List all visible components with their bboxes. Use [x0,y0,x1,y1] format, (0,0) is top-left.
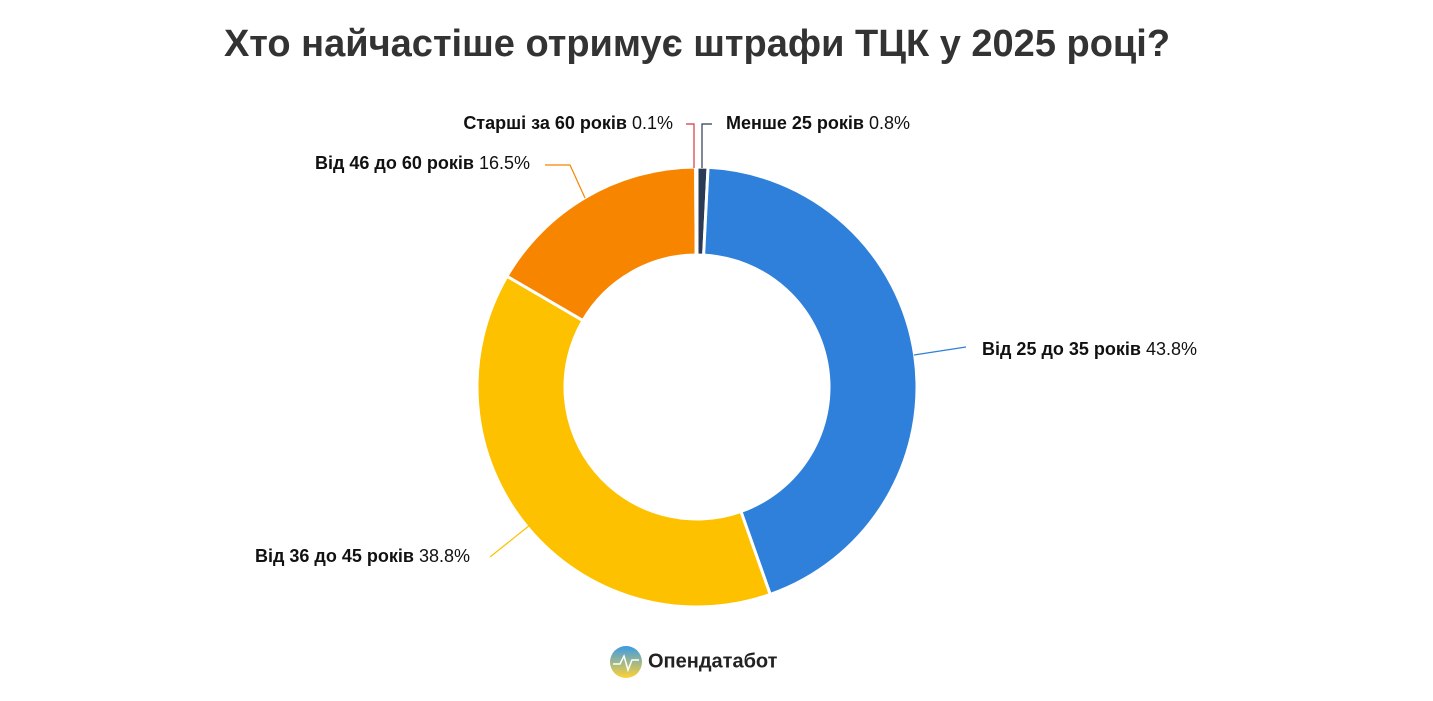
data-label: Старші за 60 років 0.1% [463,113,673,133]
leader-line [545,164,586,199]
slice [702,165,919,596]
value-label: 16.5% [479,153,530,173]
leader-line [701,123,712,168]
category-label: Старші за 60 років [463,113,627,133]
value-label: 43.8% [1146,339,1197,359]
value-label: 0.1% [632,113,673,133]
chart-title: Хто найчастіше отримує штрафи ТЦК у 2025… [224,23,1170,65]
data-label: Від 25 до 35 років 43.8% [982,339,1197,359]
category-label: Від 46 до 60 років [315,153,474,173]
category-label: Менше 25 років [726,113,864,133]
leader-line [489,524,531,558]
data-label: Від 46 до 60 років 16.5% [315,153,530,173]
data-label: Від 36 до 45 років 38.8% [255,546,470,566]
category-label: Від 25 до 35 років [982,339,1141,359]
leader-line [686,123,695,168]
category-label: Від 36 до 45 років [255,546,414,566]
value-label: 0.8% [869,113,910,133]
slice [475,274,772,609]
brand: Опендатабот [648,650,778,672]
data-label: Менше 25 років 0.8% [726,113,910,133]
brand-logo-mark [613,653,639,673]
slice [694,165,699,257]
leader-line [913,346,967,356]
value-label: 38.8% [419,546,470,566]
